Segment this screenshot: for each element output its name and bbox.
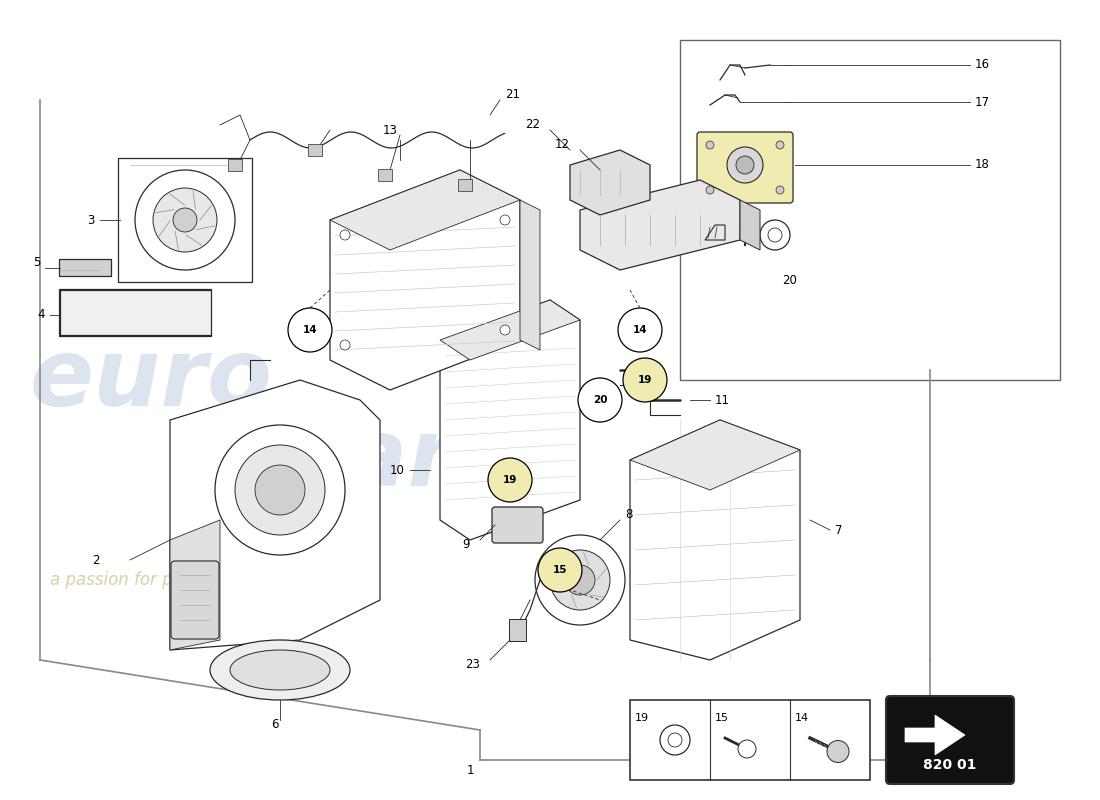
Circle shape <box>135 170 235 270</box>
Circle shape <box>500 325 510 335</box>
Text: 14: 14 <box>302 325 317 335</box>
Circle shape <box>706 141 714 149</box>
Text: 4: 4 <box>37 309 45 322</box>
Text: 20: 20 <box>593 395 607 405</box>
Polygon shape <box>630 420 800 490</box>
Circle shape <box>623 358 667 402</box>
Circle shape <box>500 215 510 225</box>
Polygon shape <box>740 200 760 250</box>
FancyBboxPatch shape <box>458 179 472 191</box>
Polygon shape <box>170 520 220 650</box>
Polygon shape <box>630 420 800 660</box>
Text: 5: 5 <box>33 255 40 269</box>
Text: 6: 6 <box>272 718 278 731</box>
Text: 16: 16 <box>975 58 990 71</box>
Circle shape <box>550 550 610 610</box>
Polygon shape <box>905 715 965 755</box>
FancyBboxPatch shape <box>886 696 1014 784</box>
Text: 820 01: 820 01 <box>923 758 977 772</box>
Text: 7: 7 <box>835 523 843 537</box>
Circle shape <box>488 458 532 502</box>
Text: 17: 17 <box>975 95 990 109</box>
Circle shape <box>535 535 625 625</box>
FancyBboxPatch shape <box>59 289 211 336</box>
Polygon shape <box>440 300 580 360</box>
FancyBboxPatch shape <box>170 561 219 639</box>
Text: a passion for parts since 1985: a passion for parts since 1985 <box>50 571 301 589</box>
FancyBboxPatch shape <box>630 700 870 780</box>
Text: 12: 12 <box>556 138 570 151</box>
FancyBboxPatch shape <box>378 169 392 181</box>
Text: 19: 19 <box>635 713 649 723</box>
Circle shape <box>776 186 784 194</box>
Text: 19: 19 <box>638 375 652 385</box>
Text: 20: 20 <box>782 274 797 286</box>
Circle shape <box>173 208 197 232</box>
Text: 15: 15 <box>552 565 568 575</box>
Circle shape <box>738 740 756 758</box>
Text: 11: 11 <box>715 394 730 406</box>
Circle shape <box>668 733 682 747</box>
FancyBboxPatch shape <box>680 40 1060 380</box>
Ellipse shape <box>210 640 350 700</box>
Text: 19: 19 <box>503 475 517 485</box>
Text: 14: 14 <box>795 713 810 723</box>
Circle shape <box>618 308 662 352</box>
Circle shape <box>214 425 345 555</box>
FancyBboxPatch shape <box>697 132 793 203</box>
Polygon shape <box>580 180 740 270</box>
Circle shape <box>538 548 582 592</box>
Circle shape <box>660 725 690 755</box>
Circle shape <box>760 220 790 250</box>
FancyBboxPatch shape <box>509 619 526 641</box>
Text: 9: 9 <box>462 538 470 551</box>
Ellipse shape <box>230 650 330 690</box>
FancyBboxPatch shape <box>308 144 322 156</box>
FancyBboxPatch shape <box>118 158 252 282</box>
Text: 23: 23 <box>465 658 480 671</box>
Circle shape <box>288 308 332 352</box>
Circle shape <box>578 378 621 422</box>
Polygon shape <box>330 170 520 390</box>
Text: 15: 15 <box>715 713 729 723</box>
Circle shape <box>340 230 350 240</box>
Circle shape <box>736 156 754 174</box>
Text: 1: 1 <box>466 763 474 777</box>
FancyBboxPatch shape <box>59 259 111 276</box>
Text: 21: 21 <box>505 89 520 102</box>
Polygon shape <box>440 300 580 540</box>
Text: 22: 22 <box>525 118 540 131</box>
Text: 10: 10 <box>390 463 405 477</box>
Circle shape <box>255 465 305 515</box>
Circle shape <box>235 445 324 535</box>
Circle shape <box>706 186 714 194</box>
Circle shape <box>768 228 782 242</box>
Polygon shape <box>520 200 540 350</box>
FancyBboxPatch shape <box>228 159 242 171</box>
Polygon shape <box>330 170 520 250</box>
Polygon shape <box>170 380 380 650</box>
Text: 14: 14 <box>632 325 647 335</box>
Text: spares: spares <box>220 414 574 506</box>
Circle shape <box>727 147 763 183</box>
Text: 13: 13 <box>383 123 397 137</box>
Text: 18: 18 <box>975 158 990 171</box>
Circle shape <box>776 141 784 149</box>
Circle shape <box>340 340 350 350</box>
Circle shape <box>153 188 217 252</box>
Circle shape <box>565 565 595 595</box>
Text: 8: 8 <box>625 509 632 522</box>
Text: 2: 2 <box>92 554 100 566</box>
Polygon shape <box>570 150 650 215</box>
Circle shape <box>827 741 849 762</box>
Text: euro: euro <box>30 334 273 426</box>
FancyBboxPatch shape <box>492 507 543 543</box>
Text: 3: 3 <box>88 214 95 226</box>
